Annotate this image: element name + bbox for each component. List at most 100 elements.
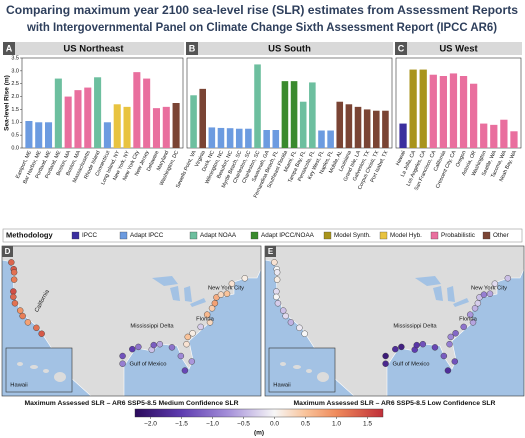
bar [217, 127, 225, 148]
station-point [181, 367, 189, 374]
map-caption: Maximum Assessed SLR – AR6 SSP5-8.5 Low … [294, 400, 496, 407]
station-point [177, 352, 185, 360]
bar [162, 106, 170, 148]
bar [94, 77, 102, 148]
y-tick-label: 2.5 [11, 81, 19, 87]
station-point [282, 312, 289, 320]
island [43, 369, 49, 373]
lake [152, 276, 178, 286]
station-point [168, 344, 176, 351]
island [30, 365, 38, 369]
legend-label: Other [493, 232, 509, 239]
y-tick-label: 1.5 [11, 107, 19, 113]
legend-label: Adapt IPCC/NOAA [261, 232, 315, 239]
bar [299, 101, 307, 148]
bar [272, 130, 280, 148]
plot-frame [395, 57, 522, 149]
bar [480, 123, 488, 148]
station-point [184, 333, 191, 341]
station-point [296, 324, 303, 332]
legend-label: Adapt IPCC [130, 232, 164, 239]
map-annotation: Mississippi Delta [393, 324, 437, 330]
island [280, 362, 286, 366]
station-point [301, 330, 308, 337]
panel-title: US West [439, 44, 478, 55]
hawaii-inset [5, 347, 73, 393]
station-point [419, 340, 427, 348]
hawaii-inset [268, 347, 336, 393]
bar [363, 109, 371, 148]
colorbar-tick-label: −0.5 [237, 421, 250, 428]
lake [453, 298, 469, 307]
map-frame [264, 245, 525, 397]
bar [399, 123, 407, 148]
lake [170, 286, 180, 301]
plot-frame [21, 57, 184, 149]
station-point [228, 280, 236, 287]
station-point [287, 319, 295, 326]
legend-swatch [119, 231, 128, 240]
bar [74, 90, 82, 148]
bar [510, 131, 518, 148]
station-point [156, 340, 164, 348]
station-point [208, 305, 216, 312]
station-point [447, 333, 454, 341]
legend-swatch [482, 231, 491, 240]
station-point [129, 345, 136, 353]
station-point [203, 311, 211, 318]
bar [309, 82, 316, 148]
bar [281, 81, 289, 148]
station-point [135, 343, 142, 351]
station-point [274, 300, 282, 307]
station-point [480, 291, 488, 298]
panel-title: US South [268, 44, 311, 55]
title-line: with Intergovernmental Panel on Climate … [26, 20, 497, 34]
colorbar-label: (m) [254, 430, 264, 437]
station-point [446, 340, 453, 348]
station-point [273, 288, 280, 295]
y-tick-label: 2.0 [11, 94, 19, 100]
colorbar-tick-label: 1.0 [332, 421, 341, 428]
bar [429, 74, 437, 148]
legend-swatch [71, 231, 80, 240]
bar [354, 106, 362, 148]
station-point [241, 275, 249, 282]
bar [409, 69, 417, 148]
bar [152, 108, 161, 148]
map-annotation: Hawaii [273, 383, 290, 389]
bar [449, 73, 458, 148]
island [306, 369, 312, 373]
bar [373, 110, 380, 148]
lake [447, 286, 455, 302]
legend-box [2, 228, 523, 243]
panel-title: US Northeast [63, 44, 124, 55]
bar [143, 78, 151, 148]
map-annotation: Mississippi Delta [130, 324, 174, 330]
map-annotation: New York City [208, 286, 244, 292]
bar [199, 88, 206, 148]
station-point [398, 343, 405, 351]
station-point [183, 340, 190, 348]
station-point [486, 290, 494, 297]
station-point [197, 323, 204, 331]
station-point [150, 341, 157, 349]
station-point [10, 276, 18, 283]
y-tick-label: 1.0 [11, 120, 19, 126]
station-point [24, 319, 32, 326]
bar [35, 122, 43, 148]
station-point [452, 330, 459, 337]
station-point [474, 300, 482, 307]
panel-letter: A [6, 43, 13, 53]
station-point [19, 312, 26, 320]
bar [469, 83, 478, 148]
legend-label: IPCC [82, 232, 97, 239]
station-point [392, 345, 399, 353]
island [317, 372, 329, 382]
bar [226, 128, 234, 148]
station-point [382, 360, 389, 367]
panel-letter: C [398, 43, 405, 53]
map-annotation: Hawaii [10, 383, 27, 389]
island [54, 372, 66, 382]
bar [345, 104, 353, 148]
